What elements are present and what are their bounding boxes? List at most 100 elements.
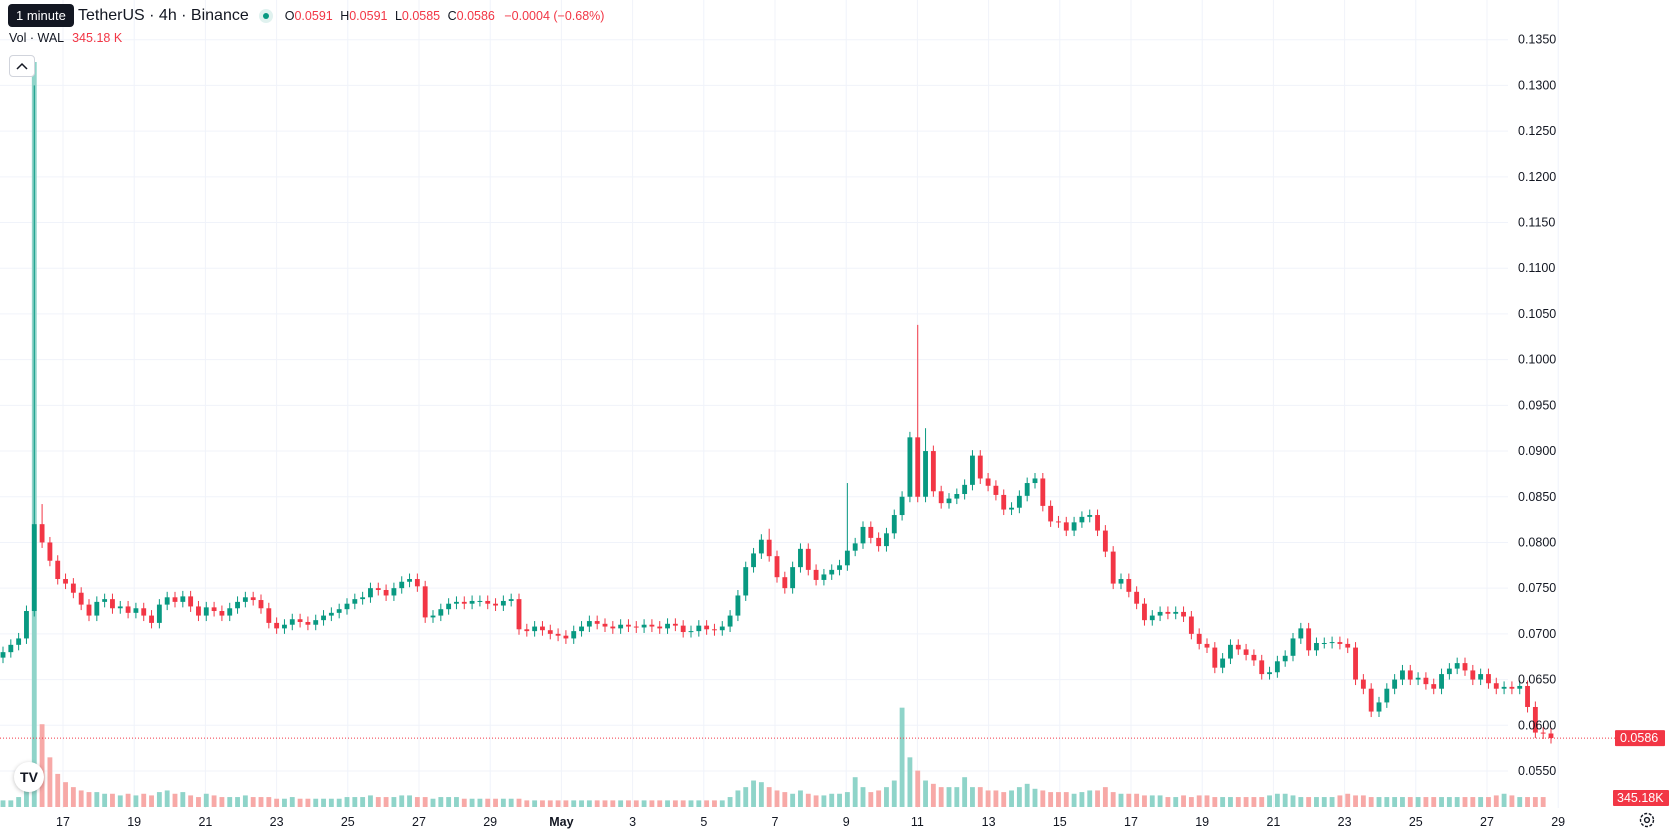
last-price-tag-bg bbox=[1615, 730, 1665, 747]
volume-bar bbox=[250, 797, 256, 807]
volume-label[interactable]: Vol · WAL bbox=[9, 31, 65, 45]
volume-bar bbox=[766, 787, 772, 807]
candle-body bbox=[430, 615, 436, 618]
volume-bar bbox=[696, 800, 702, 807]
volume-bar bbox=[1228, 797, 1233, 807]
volume-bar bbox=[915, 770, 921, 807]
candle-body bbox=[1274, 661, 1280, 673]
volume-bar bbox=[63, 782, 68, 807]
volume-bar bbox=[274, 798, 280, 807]
collapse-legend-button[interactable] bbox=[9, 55, 35, 77]
time-tick-label: May bbox=[549, 815, 573, 829]
candle-body bbox=[641, 624, 647, 628]
volume-bar bbox=[1110, 792, 1116, 807]
candle-body bbox=[78, 592, 84, 605]
candle-body bbox=[1063, 522, 1069, 531]
volume-bar bbox=[219, 797, 225, 807]
candle-body bbox=[1329, 642, 1335, 644]
candle-body bbox=[985, 478, 991, 486]
volume-bar bbox=[782, 792, 788, 807]
volume-bar bbox=[1071, 793, 1077, 807]
candle-body bbox=[1267, 672, 1272, 675]
candle-body bbox=[422, 586, 428, 618]
volume-bar bbox=[735, 790, 741, 807]
volume-bar bbox=[1235, 797, 1241, 807]
candle-body bbox=[829, 569, 835, 575]
time-tick-label: 17 bbox=[1124, 815, 1138, 829]
candle-body bbox=[102, 599, 108, 602]
volume-bar bbox=[1415, 797, 1421, 807]
candle-body bbox=[1095, 515, 1100, 531]
candle-body bbox=[1243, 649, 1249, 655]
price-tick-label: 0.1250 bbox=[1518, 124, 1556, 138]
candle-body bbox=[188, 596, 194, 607]
time-tick-label: 9 bbox=[843, 815, 850, 829]
high-value: 0.0591 bbox=[349, 9, 388, 23]
gear-icon[interactable] bbox=[1638, 811, 1656, 829]
candle-body bbox=[39, 524, 45, 543]
volume-bar bbox=[477, 798, 483, 807]
candle-body bbox=[1220, 658, 1226, 668]
candle-body bbox=[86, 604, 92, 616]
volume-bar bbox=[1329, 797, 1335, 807]
candle-body bbox=[31, 524, 37, 612]
candle-body bbox=[813, 569, 819, 580]
candle-body bbox=[94, 601, 100, 616]
volume-bar bbox=[586, 800, 592, 807]
candle-body bbox=[500, 600, 506, 606]
price-candles bbox=[0, 85, 1554, 744]
candle-body bbox=[743, 567, 749, 596]
volume-bar bbox=[1470, 797, 1476, 807]
time-tick-label: 17 bbox=[56, 815, 70, 829]
close-value: 0.0586 bbox=[456, 9, 495, 23]
symbol-title[interactable]: TetherUS · 4h · Binance bbox=[78, 7, 249, 24]
candle-body bbox=[766, 539, 772, 557]
volume-value: 345.18 K bbox=[72, 31, 123, 45]
candle-body bbox=[8, 644, 14, 653]
candle-body bbox=[1040, 478, 1046, 506]
volume-bar bbox=[1501, 793, 1507, 807]
candle-body bbox=[1345, 643, 1351, 648]
candle-body bbox=[55, 560, 61, 580]
tradingview-logo-icon[interactable]: TV bbox=[14, 762, 44, 792]
candle-body bbox=[665, 623, 670, 629]
candle-body bbox=[336, 609, 342, 613]
chart-grid bbox=[0, 0, 1559, 808]
volume-bar bbox=[446, 797, 452, 807]
candle-body bbox=[156, 604, 162, 623]
candle-body bbox=[289, 619, 295, 625]
candle-body bbox=[704, 625, 710, 630]
price-tick-label: 0.0800 bbox=[1518, 535, 1556, 549]
time-tick-label: 5 bbox=[700, 815, 707, 829]
volume-bar bbox=[1267, 795, 1272, 807]
volume-bar bbox=[649, 800, 655, 807]
candle-body bbox=[70, 583, 76, 593]
volume-bar bbox=[712, 800, 717, 807]
candle-body bbox=[1525, 685, 1530, 707]
candle-body bbox=[1478, 674, 1484, 680]
candle-body bbox=[907, 437, 913, 497]
candle-body bbox=[1353, 647, 1358, 680]
volume-bar bbox=[1540, 797, 1546, 807]
volume-legend: Vol · WAL 345.18 K bbox=[9, 31, 122, 45]
volume-bar bbox=[266, 797, 272, 807]
candle-body bbox=[540, 626, 545, 631]
volume-bar bbox=[461, 798, 467, 807]
candle-body bbox=[258, 600, 264, 609]
candle-body bbox=[1118, 579, 1124, 584]
volume-tag: 345.18K bbox=[1617, 791, 1664, 805]
volume-bar bbox=[977, 787, 983, 807]
volume-bar bbox=[1181, 795, 1186, 807]
candle-body bbox=[1009, 507, 1014, 510]
candle-body bbox=[555, 633, 561, 636]
volume-bar bbox=[469, 798, 475, 807]
candle-body bbox=[1306, 628, 1312, 651]
volume-bar bbox=[1407, 797, 1413, 807]
candle-body bbox=[1314, 643, 1319, 651]
volume-bar bbox=[594, 800, 600, 807]
candle-body bbox=[1407, 670, 1413, 680]
volume-bar bbox=[1532, 797, 1538, 807]
candle-body bbox=[242, 597, 248, 602]
candle-body bbox=[1540, 732, 1546, 734]
